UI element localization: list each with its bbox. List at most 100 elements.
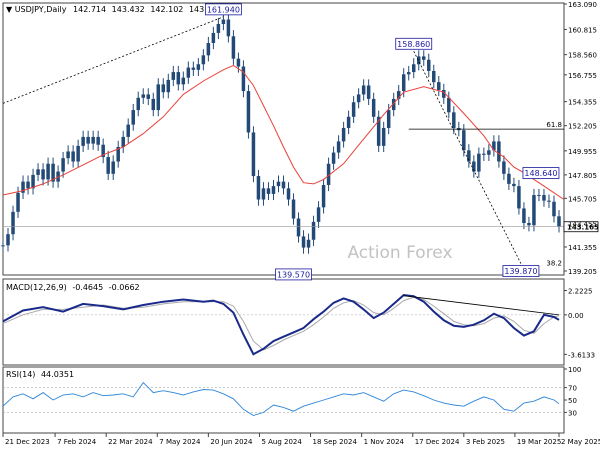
- candle-body: [497, 141, 501, 162]
- candle-body: [326, 163, 331, 185]
- candle-body: [492, 141, 496, 151]
- candle-body: [106, 157, 110, 174]
- candle-body: [291, 199, 296, 219]
- x-tick-label: 2 May 2025: [561, 438, 600, 446]
- x-tick-label: 17 Dec 2024: [415, 438, 460, 446]
- candle-body: [386, 110, 391, 128]
- candle-body: [221, 19, 226, 25]
- candle-body: [432, 70, 436, 83]
- price-annotation-box: [395, 37, 433, 50]
- candle-body: [156, 84, 161, 111]
- price-annotation-box: [522, 167, 560, 179]
- candle-body: [547, 200, 551, 202]
- candle-body: [406, 72, 411, 75]
- candle-body: [206, 43, 211, 56]
- candle-body: [512, 183, 516, 187]
- candle-body: [427, 59, 431, 71]
- candle-body: [477, 153, 481, 172]
- rsi-line: [2, 381, 560, 416]
- ohlc-high: 143.432: [112, 5, 145, 14]
- marks-layer: [2, 3, 599, 316]
- rsi-y-tick-label: 70: [568, 385, 577, 393]
- candle-body: [126, 124, 130, 137]
- candle-body: [161, 84, 166, 93]
- candle-body: [472, 161, 476, 172]
- candle-body: [61, 158, 65, 172]
- y-tick-label: 141.355: [568, 244, 597, 252]
- candle-body: [462, 130, 466, 151]
- candle-body: [356, 94, 361, 103]
- candle-body: [256, 176, 261, 200]
- candle-body: [151, 98, 156, 111]
- candle-body: [421, 56, 426, 60]
- candle-body: [16, 192, 20, 212]
- candle-body: [522, 208, 526, 223]
- candle-body: [286, 188, 291, 200]
- candle-body: [231, 36, 236, 59]
- macd-value-main: -0.4645: [72, 283, 103, 292]
- svg-text:RSI(14) 44.0351: RSI(14) 44.0351: [6, 370, 74, 379]
- candle-body: [411, 64, 416, 73]
- macd-y-tick-label: 2.2225: [568, 288, 593, 296]
- candle-body: [502, 161, 506, 174]
- price-annotation: 139.870: [504, 267, 537, 276]
- rsi-y-tick-label: 50: [568, 397, 577, 405]
- candle-body: [527, 222, 531, 226]
- x-tick-label: 18 Sep 2024: [313, 438, 358, 446]
- last-price-box: [563, 221, 599, 233]
- price-annotation-box: [502, 265, 540, 277]
- x-tick-label: 1 Nov 2024: [364, 438, 405, 446]
- candle-body: [316, 207, 321, 222]
- candle-body: [306, 239, 311, 248]
- x-tick-label: 7 Feb 2024: [57, 438, 97, 446]
- symbol-label: USDJPY,Daily: [15, 5, 67, 14]
- candle-body: [11, 211, 15, 235]
- candle-body: [186, 67, 191, 78]
- candle-body: [226, 19, 231, 37]
- last-price-label: 143.165: [567, 224, 599, 232]
- series-layer: [1, 13, 565, 416]
- candle-body: [266, 188, 271, 194]
- candle-body: [437, 82, 441, 90]
- candle-body: [301, 236, 306, 248]
- candle-body: [76, 145, 80, 162]
- candle-body: [336, 141, 341, 153]
- candle-body: [366, 85, 371, 99]
- y-tick-label: 139.205: [568, 268, 597, 276]
- candle-body: [216, 24, 221, 33]
- candle-body: [447, 97, 451, 113]
- candle-body: [401, 74, 406, 92]
- candle-body: [532, 195, 536, 226]
- macd-signal-line: [2, 296, 560, 351]
- y-tick-label: 163.090: [568, 1, 597, 9]
- candle-body: [191, 67, 196, 70]
- y-tick-label: 158.560: [568, 52, 597, 60]
- candle-body: [66, 151, 70, 159]
- rsi-value: 44.0351: [41, 370, 74, 379]
- candle-body: [71, 151, 75, 162]
- candle-body: [141, 94, 146, 98]
- candle-body: [31, 174, 35, 189]
- candle-body: [507, 173, 511, 184]
- candle-body: [381, 127, 386, 146]
- x-tick-label: 21 Dec 2023: [5, 438, 50, 446]
- candle-body: [56, 171, 60, 182]
- ohlc-low: 142.102: [150, 5, 183, 14]
- macd-y-tick-label: -3.6133: [568, 351, 595, 359]
- macd-label: MACD(12,26,9): [6, 283, 67, 292]
- moving-average-line: [2, 64, 565, 200]
- macd-y-tick-label: 0.00: [568, 312, 584, 320]
- candle-body: [36, 169, 40, 175]
- candle-body: [41, 169, 45, 180]
- candle-body: [482, 153, 486, 155]
- macd-trendline: [403, 295, 560, 316]
- candle-body: [557, 216, 561, 227]
- candle-body: [487, 150, 491, 155]
- x-tick-label: 19 Mar 2025: [517, 438, 561, 446]
- candle-body: [261, 188, 266, 200]
- candle-body: [1, 245, 5, 247]
- grid-layer: [2, 3, 567, 437]
- candle-body: [452, 112, 456, 128]
- candle-body: [26, 181, 30, 189]
